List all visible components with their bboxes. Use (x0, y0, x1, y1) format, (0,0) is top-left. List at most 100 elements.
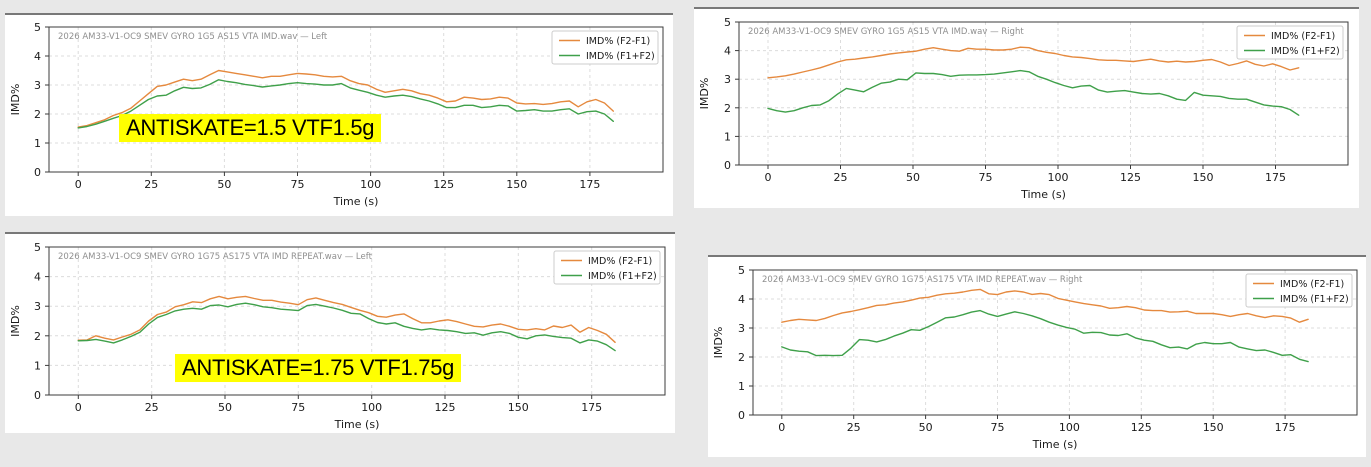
chart-panel-bottom-left: 0 1 2 3 4 5 0 25 50 75 100 125 150 175 2026 AM33-V1-OC… (5, 232, 675, 433)
x-tick-label: 50 (919, 421, 933, 434)
x-tick-label: 25 (847, 421, 861, 434)
x-tick-label: 75 (291, 178, 305, 191)
series-line-f2-minus-f1 (767, 46, 1300, 79)
y-tick-label: 5 (724, 16, 731, 29)
x-tick-label: 175 (579, 178, 600, 191)
x-tick-label: 125 (433, 178, 454, 191)
x-axis-label: Time (s) (1020, 188, 1066, 201)
chart-title: 2026 AM33-V1-OC9 SMEV GYRO 1G5 AS15 VTA … (748, 27, 1024, 37)
chart-title: 2026 AM33-V1-OC9 SMEV GYRO 1G75 AS175 VT… (762, 275, 1083, 285)
plot-border (48, 26, 664, 173)
axis-ticks (735, 21, 1276, 169)
axis-ticks (749, 269, 1286, 419)
y-tick-label: 0 (724, 159, 731, 172)
y-axis-label: IMD% (9, 84, 22, 116)
x-tick-label: 0 (75, 178, 82, 191)
legend-label: IMD% (F1+F2) (1271, 46, 1340, 57)
legend: IMD% (F2-F1) IMD% (F1+F2) (553, 250, 661, 285)
series-line-f1-plus-f2 (77, 79, 614, 129)
y-tick-label: 1 (724, 130, 731, 143)
x-tick-label: 100 (361, 401, 382, 414)
x-tick-label: 175 (1265, 171, 1286, 184)
x-tick-label: 25 (834, 171, 848, 184)
x-tick-label: 50 (218, 401, 232, 414)
legend: IMD% (F2-F1) IMD% (F1+F2) (551, 30, 659, 65)
y-axis-label: IMD% (712, 327, 725, 359)
series-line-f2-minus-f1 (781, 288, 1309, 323)
y-tick-label: 0 (738, 409, 745, 422)
x-tick-label: 175 (581, 401, 602, 414)
y-tick-label: 1 (34, 359, 41, 372)
legend-label: IMD% (F1+F2) (586, 51, 655, 62)
x-tick-label: 100 (1059, 421, 1080, 434)
y-tick-label: 0 (34, 389, 41, 402)
annotation-antiskate-1-5: ANTISKATE=1.5 VTF1.5g (119, 114, 382, 142)
y-tick-label: 3 (34, 79, 41, 92)
axis-ticks (45, 26, 591, 176)
x-tick-label: 25 (145, 401, 159, 414)
y-tick-label: 2 (724, 102, 731, 115)
x-axis-label: Time (s) (333, 195, 379, 208)
series-line-f1-plus-f2 (781, 309, 1309, 363)
y-tick-label: 2 (738, 351, 745, 364)
x-tick-label: 150 (1193, 171, 1214, 184)
plot-border (48, 246, 666, 396)
y-tick-label: 3 (724, 73, 731, 86)
x-axis-label: Time (s) (1032, 438, 1078, 451)
y-tick-label: 2 (34, 108, 41, 121)
axis-ticks (45, 246, 593, 399)
y-tick-label: 1 (738, 380, 745, 393)
legend-label: IMD% (F1+F2) (1280, 294, 1349, 305)
plot-border (738, 21, 1349, 166)
legend: IMD% (F2-F1) IMD% (F1+F2) (1236, 25, 1344, 60)
legend-label: IMD% (F1+F2) (588, 271, 657, 282)
legend-label: IMD% (F2-F1) (586, 36, 650, 47)
y-tick-label: 1 (34, 137, 41, 150)
legend-label: IMD% (F2-F1) (588, 256, 652, 267)
x-tick-label: 100 (1048, 171, 1069, 184)
x-tick-label: 75 (979, 171, 993, 184)
chart-title: 2026 AM33-V1-OC9 SMEV GYRO 1G5 AS15 VTA … (58, 32, 328, 42)
series-line-f2-minus-f1 (77, 295, 616, 344)
chart-title: 2026 AM33-V1-OC9 SMEV GYRO 1G75 AS175 VT… (58, 252, 373, 262)
y-tick-label: 3 (34, 300, 41, 313)
x-tick-label: 75 (991, 421, 1005, 434)
plot-border (752, 269, 1358, 416)
y-tick-label: 5 (34, 21, 41, 34)
y-tick-label: 0 (34, 166, 41, 179)
series-line-f1-plus-f2 (767, 69, 1300, 116)
series-line-f2-minus-f1 (77, 69, 614, 128)
series-line-f1-plus-f2 (77, 302, 616, 352)
x-tick-label: 125 (435, 401, 456, 414)
x-tick-label: 175 (1275, 421, 1296, 434)
annotation-antiskate-1-75: ANTISKATE=1.75 VTF1.75g (175, 354, 462, 382)
y-tick-label: 4 (724, 45, 731, 58)
y-axis-label: IMD% (698, 78, 711, 110)
y-tick-label: 5 (738, 264, 745, 277)
legend-label: IMD% (F2-F1) (1271, 31, 1335, 42)
chart-panel-bottom-right: 0 1 2 3 4 5 0 25 50 75 100 125 150 175 2026 AM33-V1-OC… (708, 255, 1366, 457)
x-tick-label: 150 (506, 178, 527, 191)
x-tick-label: 125 (1131, 421, 1152, 434)
x-tick-label: 50 (906, 171, 920, 184)
y-tick-label: 3 (738, 322, 745, 335)
y-tick-label: 2 (34, 330, 41, 343)
x-tick-label: 25 (144, 178, 158, 191)
x-tick-label: 100 (360, 178, 381, 191)
y-tick-label: 4 (34, 50, 41, 63)
chart-panel-top-left: 0 1 2 3 4 5 0 25 50 75 100 125 150 175 2026 AM33-V1-OC… (5, 13, 673, 216)
x-tick-label: 50 (217, 178, 231, 191)
x-tick-label: 125 (1120, 171, 1141, 184)
